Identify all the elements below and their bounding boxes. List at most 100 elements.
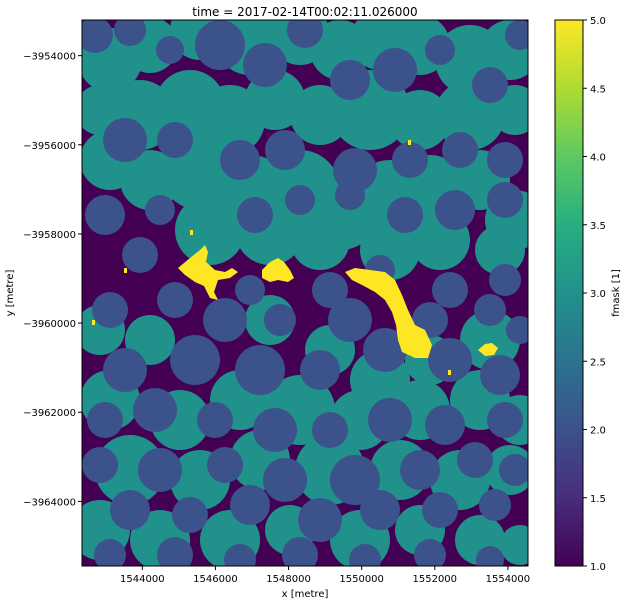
colorbar-tick-label: 3.5: [590, 221, 606, 232]
cloud-region: [335, 180, 365, 210]
cloud-region: [422, 492, 458, 528]
water-pixel: [124, 268, 127, 273]
cloud-region: [207, 447, 243, 483]
y-tick-label: −3960000: [23, 319, 76, 330]
cloud-shadow-region: [460, 310, 520, 370]
cloud-region: [285, 185, 315, 215]
cloud-region: [330, 455, 380, 505]
x-axis-label: x [metre]: [282, 589, 329, 600]
cloud-region: [265, 130, 305, 170]
cloud-shadow-region: [175, 195, 245, 265]
cloud-region: [110, 490, 150, 530]
cloud-shadow-region: [390, 90, 450, 150]
cloud-region: [487, 402, 523, 438]
cloud-region: [237, 197, 273, 233]
cloud-region: [312, 272, 348, 308]
cloud-region: [156, 36, 184, 64]
cloud-region: [428, 338, 472, 382]
colorbar-tick-label: 2.5: [590, 357, 606, 368]
cloud-region: [457, 442, 493, 478]
cloud-region: [195, 20, 245, 70]
cloud-region: [235, 345, 285, 395]
x-tick-label: 1550000: [339, 574, 384, 585]
cloud-region: [425, 35, 455, 65]
colorbar-tick-label: 5.0: [590, 16, 606, 27]
cloud-region: [157, 122, 193, 158]
cloud-region: [103, 348, 147, 392]
x-tick-label: 1554000: [486, 574, 531, 585]
cloud-region: [425, 405, 465, 445]
cloud-region: [82, 447, 118, 483]
colorbar-tick-label: 1.0: [590, 562, 606, 573]
water-pixel: [92, 320, 95, 325]
cloud-region: [300, 350, 340, 390]
colorbar-tick-label: 4.0: [590, 153, 606, 164]
colorbar-tick-label: 3.0: [590, 289, 606, 300]
cloud-region: [442, 132, 478, 168]
water-region: [345, 268, 432, 358]
cloud-region: [253, 408, 297, 452]
cloud-region: [114, 20, 146, 46]
cloud-region: [487, 142, 523, 178]
cloud-region: [197, 402, 233, 438]
water-pixel: [408, 140, 411, 145]
cloud-shadow-region: [500, 525, 528, 565]
colorbar-axis: 1.0 1.5 2.0 2.5 3.0 3.5 4.0 4.5 5.0: [583, 16, 606, 573]
cloud-region: [145, 195, 175, 225]
cloud-region: [360, 490, 400, 530]
cloud-region: [157, 282, 193, 318]
cloud-region: [87, 402, 123, 438]
cloud-region: [476, 546, 504, 566]
cloud-region: [263, 458, 307, 502]
cloud-region: [414, 539, 446, 566]
x-tick-label: 1552000: [413, 574, 458, 585]
cloud-region: [333, 148, 377, 192]
cloud-region: [435, 190, 475, 230]
cloud-region: [489, 264, 521, 296]
cloud-region: [328, 298, 372, 342]
y-axis-label: y [metre]: [5, 270, 16, 317]
y-tick-label: −3964000: [23, 497, 76, 508]
water-region: [178, 245, 238, 300]
colorbar-tick-label: 2.0: [590, 426, 606, 437]
x-tick-label: 1546000: [193, 574, 238, 585]
y-tick-label: −3956000: [23, 141, 76, 152]
cloud-region: [472, 67, 508, 103]
chart-title: time = 2017-02-14T00:02:11.026000: [192, 5, 417, 19]
cloud-region: [479, 489, 511, 521]
y-tick-label: −3958000: [23, 230, 76, 241]
cloud-region: [282, 537, 318, 566]
water-region: [478, 343, 498, 356]
plot-frame: [81, 19, 529, 567]
colorbar-tick-label: 4.5: [590, 84, 606, 95]
cloud-shadow-region: [290, 210, 350, 270]
cloud-shadow-region: [475, 225, 525, 275]
y-axis: −3954000 −3956000 −3958000 −3960000 −3962000…: [23, 52, 82, 508]
cloud-region: [220, 140, 260, 180]
cloud-region: [224, 544, 256, 566]
cloud-region: [103, 118, 147, 162]
cloud-region: [92, 292, 128, 328]
cloud-region: [138, 448, 182, 492]
cloud-region: [94, 539, 126, 566]
cloud-region: [122, 237, 158, 273]
cloud-region: [230, 485, 270, 525]
cloud-region: [373, 48, 417, 92]
x-tick-label: 1544000: [120, 574, 165, 585]
y-tick-label: −3954000: [23, 52, 76, 63]
y-tick-label: −3962000: [23, 408, 76, 419]
cloud-region: [170, 335, 220, 385]
cloud-region: [287, 20, 323, 48]
colorbar: [555, 20, 583, 566]
cloud-region: [264, 304, 296, 336]
cloud-region: [203, 298, 247, 342]
cloud-region: [432, 272, 468, 308]
cloud-region: [499, 454, 528, 486]
cloud-region: [387, 197, 423, 233]
cloud-region: [392, 142, 428, 178]
cloud-region: [298, 498, 342, 542]
water-pixel: [190, 230, 193, 235]
cloud-region: [82, 20, 113, 53]
